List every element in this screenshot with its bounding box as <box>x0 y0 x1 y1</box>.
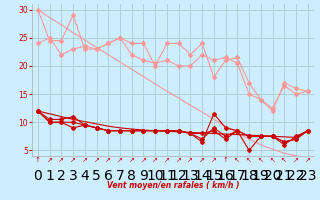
X-axis label: Vent moyen/en rafales ( km/h ): Vent moyen/en rafales ( km/h ) <box>107 181 239 190</box>
